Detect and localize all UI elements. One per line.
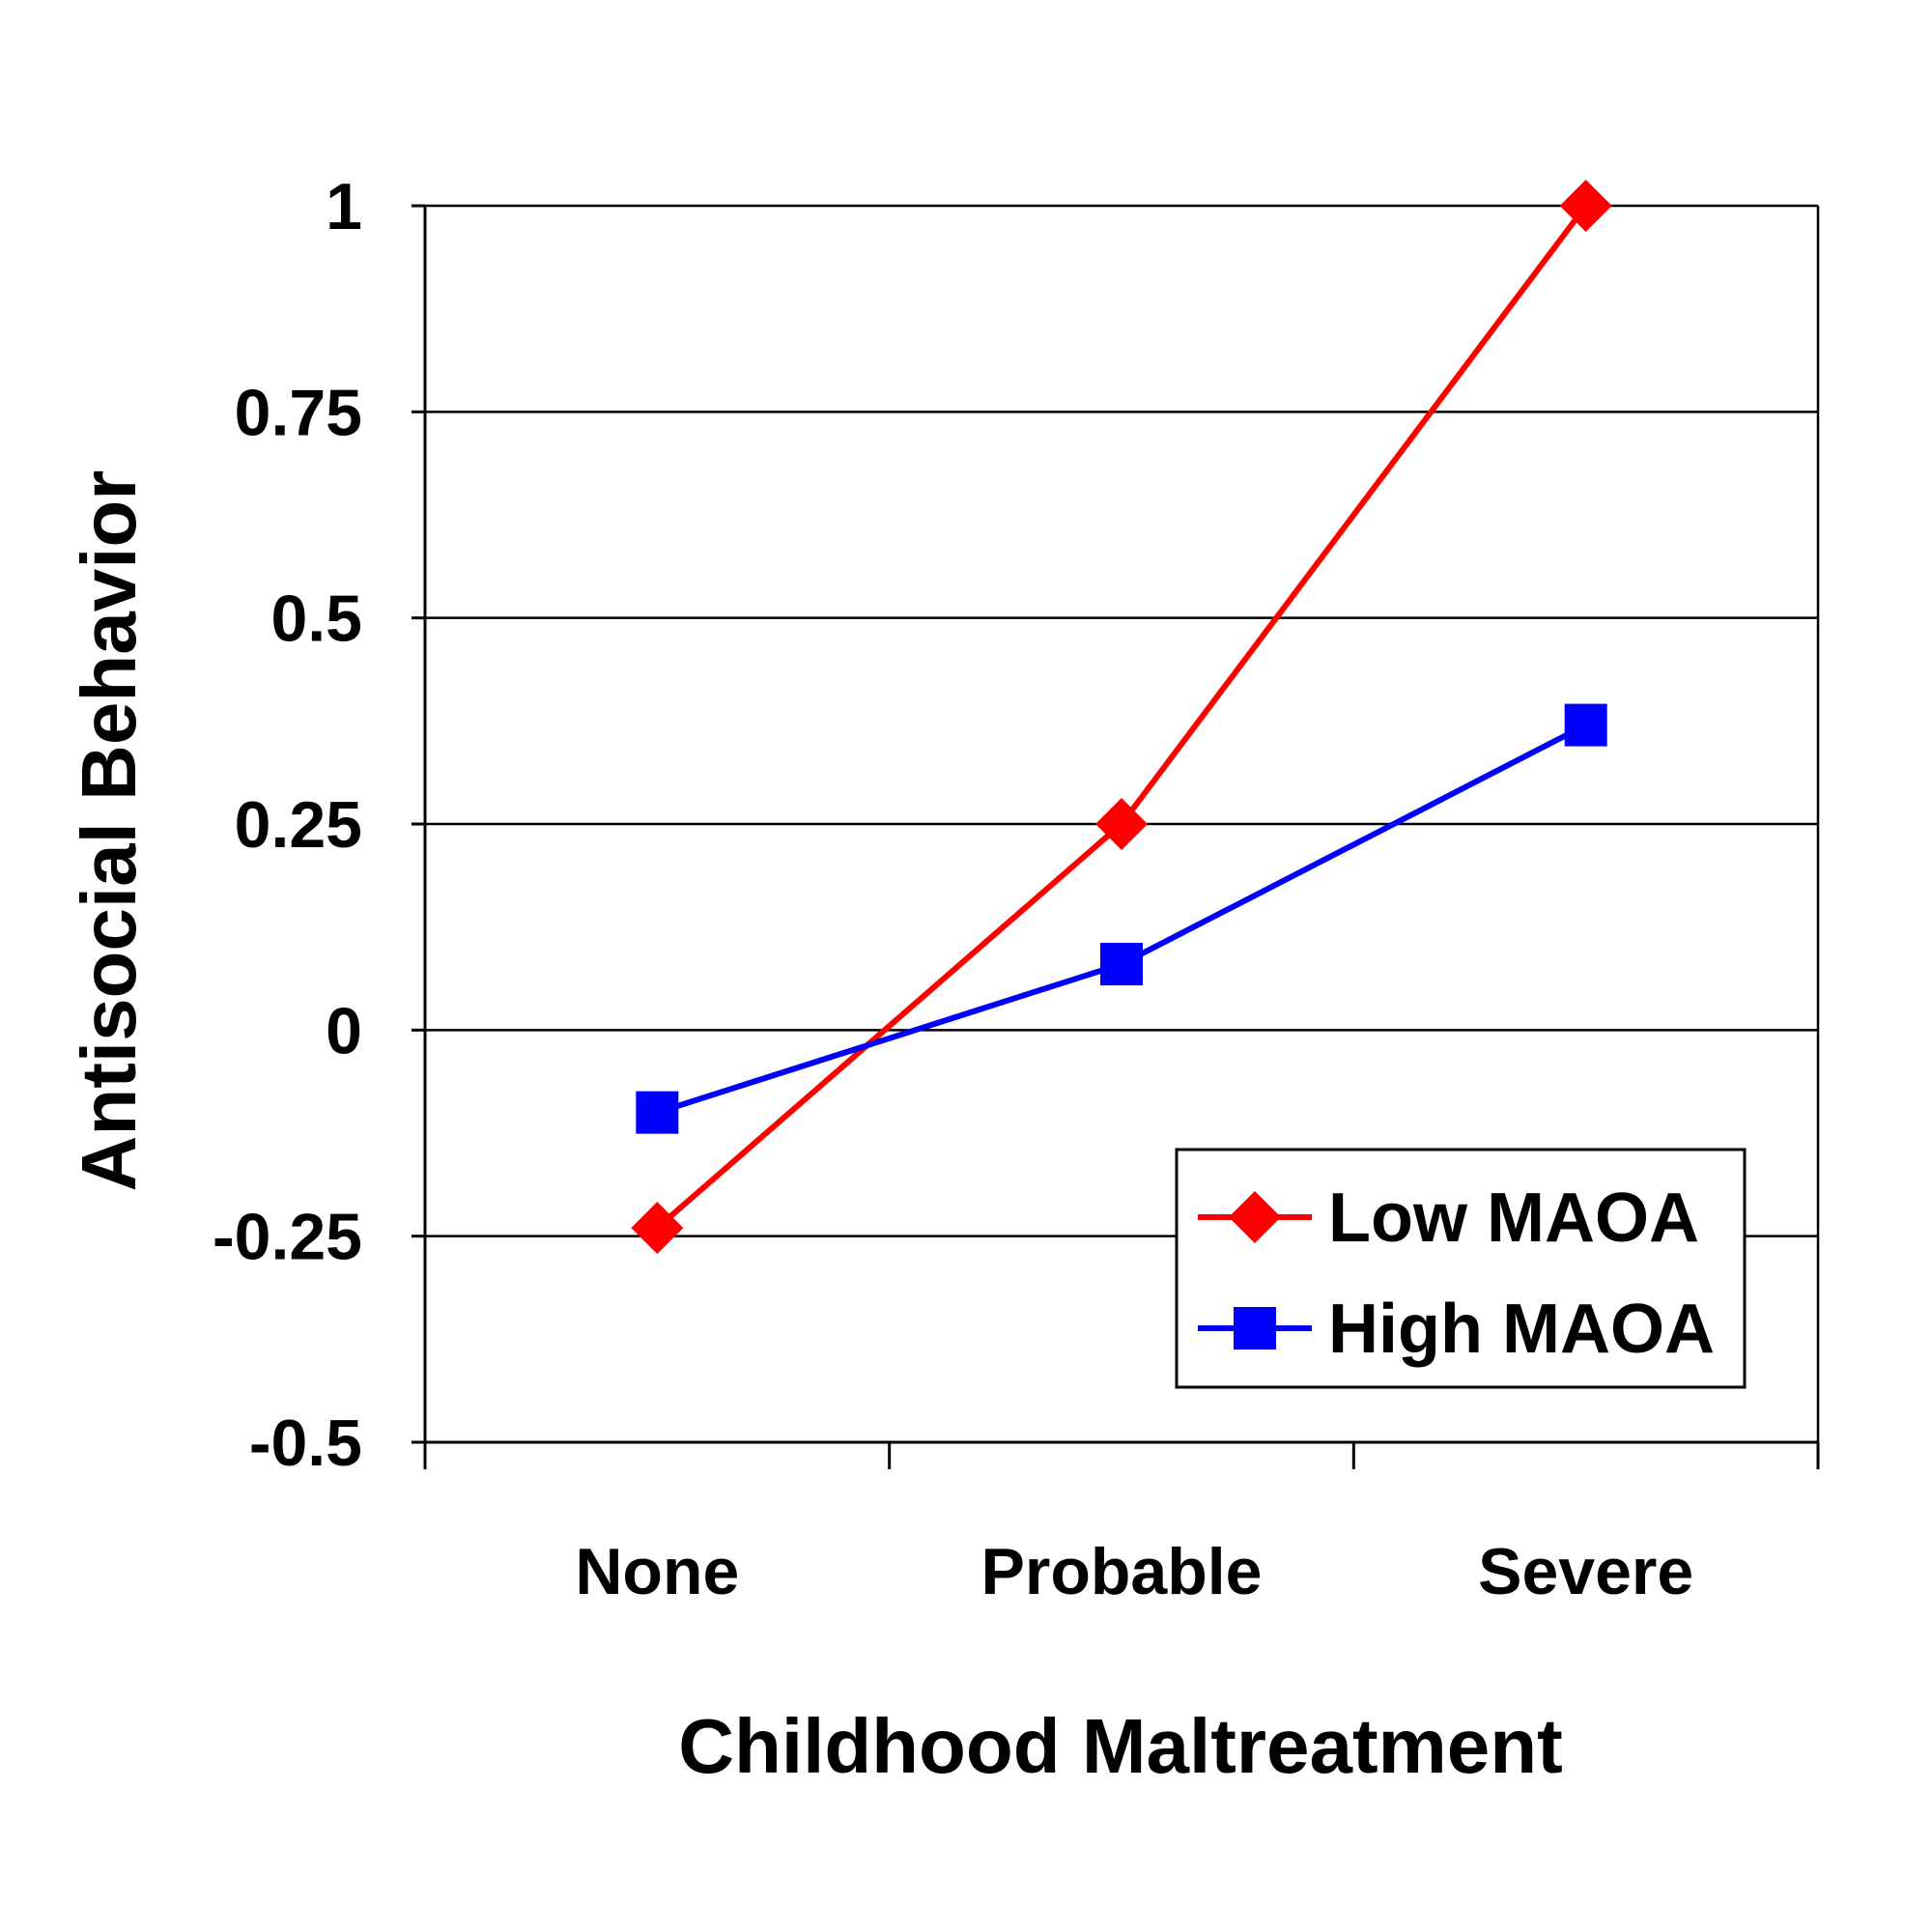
x-tick-label: None [575, 1535, 739, 1608]
y-tick-label: 0.5 [270, 582, 362, 656]
data-point [631, 1202, 684, 1255]
x-tick-label: Severe [1478, 1535, 1693, 1608]
y-tick-label: 0 [326, 994, 362, 1067]
series-line [655, 204, 1589, 1231]
series-high-maoa [636, 703, 1607, 1134]
axes [412, 204, 1820, 1469]
data-point [1564, 703, 1607, 747]
series-line [656, 722, 1588, 1116]
x-tick-label: Probable [981, 1535, 1263, 1608]
legend-label: Low MAOA [1328, 1179, 1699, 1257]
x-tick-labels: None Probable Severe [575, 1535, 1693, 1608]
x-axis-title: Childhood Maltreatment [678, 1703, 1563, 1789]
series-group [631, 180, 1612, 1255]
y-tick-label: -0.25 [213, 1201, 362, 1274]
y-tick-label: 1 [326, 170, 362, 243]
legend-swatch-marker [1234, 1307, 1276, 1350]
legend-item: High MAOA [1198, 1291, 1715, 1368]
legend-label: High MAOA [1328, 1291, 1715, 1368]
data-point [636, 1091, 679, 1134]
data-point [1100, 943, 1143, 986]
y-axis-title: Antisocial Behavior [66, 470, 152, 1192]
legend-swatch-marker [1229, 1191, 1281, 1243]
y-tick-label: 0.75 [235, 376, 362, 449]
y-tick-labels: -0.5 -0.25 0 0.25 0.5 0.75 1 [213, 170, 362, 1480]
gridlines [425, 204, 1818, 1237]
y-tick-label: -0.5 [249, 1406, 362, 1480]
legend: Low MAOA High MAOA [1175, 1148, 1747, 1389]
y-tick-label: 0.25 [235, 788, 362, 862]
legend-item: Low MAOA [1198, 1179, 1699, 1257]
series-low-maoa [631, 180, 1612, 1255]
data-point [1095, 798, 1148, 850]
data-point [1559, 180, 1612, 232]
